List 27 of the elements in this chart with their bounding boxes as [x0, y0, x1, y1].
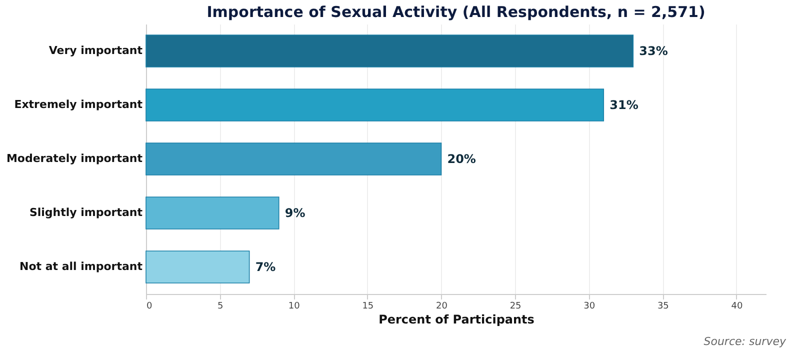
- y-tick-label: Slightly important: [29, 206, 142, 219]
- x-tick-label: 40: [731, 302, 743, 312]
- x-axis-title: Percent of Participants: [378, 312, 534, 326]
- x-tick-label: 15: [362, 302, 374, 312]
- x-tick-label: 0: [146, 302, 152, 312]
- y-tick-label: Very important: [48, 44, 142, 57]
- source-note: Source: survey: [704, 335, 786, 348]
- x-tick-label: 20: [436, 302, 448, 312]
- data-label: 31%: [610, 98, 638, 112]
- chart-title: Importance of Sexual Activity (All Respondents, n = 2,571): [206, 3, 706, 21]
- bar: [146, 88, 604, 122]
- x-tick-label: 5: [217, 302, 224, 312]
- y-tick-label: Moderately important: [6, 152, 142, 165]
- data-label: 9%: [284, 206, 306, 220]
- x-tick-label: 35: [657, 302, 669, 312]
- data-label: 7%: [255, 260, 276, 274]
- bar: [146, 142, 442, 176]
- x-tick-label: 25: [510, 302, 522, 312]
- data-label: 20%: [447, 152, 476, 166]
- bar: [146, 250, 250, 284]
- y-tick-label: Not at all important: [19, 260, 142, 273]
- bar: [146, 196, 280, 230]
- x-tick-label: 30: [584, 302, 596, 312]
- y-tick-label: Extremely important: [14, 98, 142, 111]
- bar: [146, 34, 634, 68]
- data-label: 33%: [639, 44, 668, 58]
- x-tick-label: 10: [288, 302, 300, 312]
